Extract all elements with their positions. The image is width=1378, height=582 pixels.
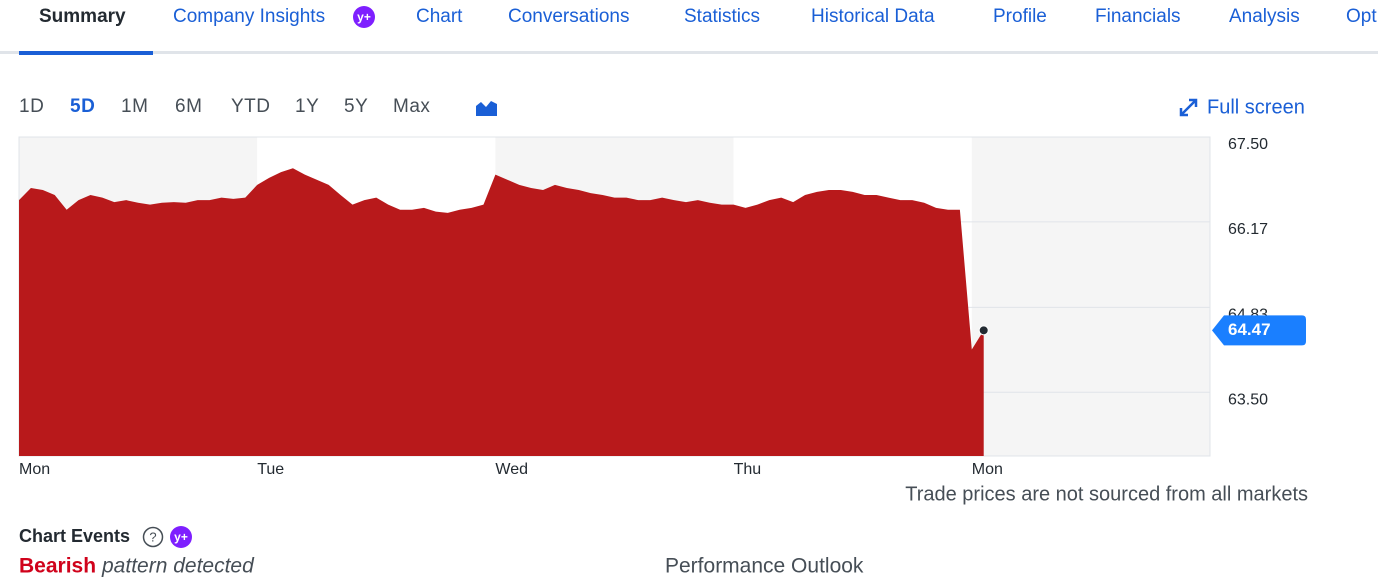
range-button[interactable]: 1Y — [295, 96, 319, 117]
tab[interactable]: Profile — [993, 6, 1047, 27]
tab-divider — [0, 51, 1378, 54]
range-button[interactable]: 5Y — [344, 96, 368, 117]
badge: y+ — [174, 530, 188, 544]
help-circle — [142, 526, 164, 548]
tab[interactable]: Summary — [39, 6, 126, 27]
range-button[interactable]: Max — [393, 96, 430, 117]
signal-text: pattern detected — [101, 555, 255, 577]
session-band — [971, 137, 1210, 456]
badge: y+ — [357, 10, 371, 24]
x-tick-label: Mon — [972, 461, 1003, 478]
tab[interactable]: Statistics — [684, 6, 760, 27]
y-tick-label: 63.50 — [1228, 391, 1268, 408]
price-tag-label: 64.47 — [1228, 320, 1271, 339]
performance-outlook: Performance Outlook — [665, 555, 864, 577]
range-button[interactable]: 6M — [175, 96, 202, 117]
y-tick-label: 66.17 — [1228, 221, 1268, 238]
y-tick-label: 67.50 — [1228, 136, 1268, 153]
badge-circle — [353, 6, 375, 28]
chart-type-icon[interactable] — [476, 101, 497, 116]
x-tick-label: Thu — [734, 461, 762, 478]
tab[interactable]: Company Insights — [173, 6, 325, 27]
help-icon: ? — [149, 529, 156, 544]
range-button[interactable]: 1M — [121, 96, 148, 117]
expand-icon — [1179, 98, 1198, 117]
area-icon — [476, 101, 497, 116]
tab[interactable]: Conversations — [508, 6, 629, 27]
price-tag — [1212, 315, 1306, 346]
x-tick-label: Tue — [257, 461, 284, 478]
tab[interactable]: Financials — [1095, 6, 1181, 27]
full-screen-label: Full screen — [1207, 96, 1305, 118]
tab[interactable]: Chart — [416, 6, 463, 27]
last-point — [978, 325, 989, 336]
tab[interactable]: Analysis — [1229, 6, 1300, 27]
help-button[interactable]: ? — [142, 526, 164, 548]
full-screen-button[interactable]: Full screen — [1179, 96, 1305, 118]
chart-events-title: Chart Events — [19, 526, 130, 546]
x-tick-label: Mon — [19, 461, 50, 478]
signal: Bearish — [19, 555, 96, 577]
note: Trade prices are not sourced from all ma… — [905, 483, 1308, 505]
range-button[interactable]: YTD — [231, 96, 271, 117]
price-area — [19, 168, 984, 456]
x-tick-label: Wed — [495, 461, 528, 478]
range-button[interactable]: 1D — [19, 96, 44, 117]
tab[interactable]: Opt — [1346, 6, 1377, 27]
tab[interactable]: Historical Data — [811, 6, 935, 27]
range-button[interactable]: 5D — [70, 96, 95, 117]
active-tab-underline — [19, 51, 153, 55]
badge-circle — [170, 526, 192, 548]
